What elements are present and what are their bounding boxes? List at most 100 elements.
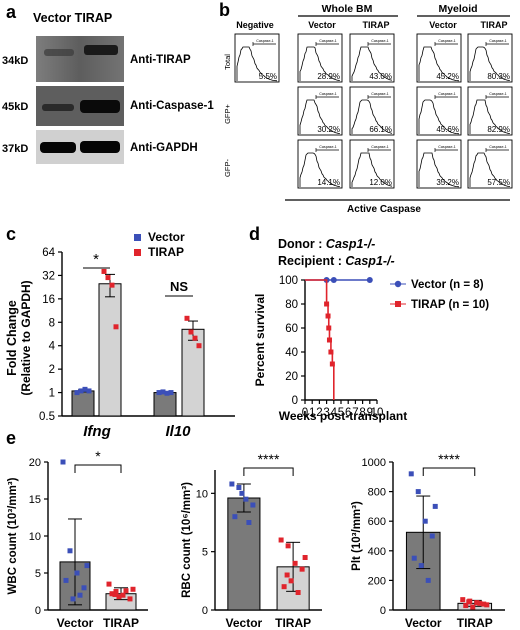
y-tick-label: 0 bbox=[380, 605, 386, 617]
y-tick-label: 20 bbox=[285, 371, 298, 383]
gate-label: Caspase-1 bbox=[319, 145, 336, 149]
gate-label: Caspase-1 bbox=[371, 92, 388, 96]
data-point bbox=[284, 572, 290, 578]
y-tick-label: 400 bbox=[368, 546, 386, 558]
x-tick-label: 8 bbox=[359, 407, 365, 419]
data-point bbox=[63, 577, 69, 583]
col-label: Vector bbox=[429, 20, 457, 30]
x-axis-label: Weeks post-transplant bbox=[279, 409, 407, 423]
gate-label: Caspase-1 bbox=[319, 39, 336, 43]
panel-a: a Vector TIRAP 34kD 45kD 37kD Anti-TIRAP… bbox=[2, 2, 214, 164]
antibody-label: Anti-GAPDH bbox=[130, 142, 198, 154]
gate-label: Caspase-1 bbox=[256, 39, 273, 43]
y-tick-label: 1 bbox=[49, 388, 55, 400]
data-point bbox=[470, 604, 476, 610]
gate-label: Caspase-1 bbox=[438, 39, 455, 43]
y-tick-label: 0.5 bbox=[39, 411, 55, 423]
x-tick-label: 6 bbox=[345, 407, 351, 419]
y-tick-label: 10 bbox=[29, 531, 41, 543]
gate-label: Caspase-1 bbox=[371, 39, 388, 43]
panel-e-letter: e bbox=[6, 428, 16, 448]
gate-label: Caspase-1 bbox=[371, 145, 388, 149]
category-label: TIRAP bbox=[457, 616, 493, 630]
antibody-label: Anti-TIRAP bbox=[130, 54, 191, 66]
percent-value: 80.3% bbox=[487, 72, 510, 81]
category-label: Vector bbox=[405, 616, 442, 630]
category-label: Il10 bbox=[165, 423, 191, 440]
data-point bbox=[86, 388, 92, 394]
data-point bbox=[422, 518, 428, 524]
histogram-curve bbox=[469, 152, 511, 187]
data-point bbox=[109, 591, 115, 597]
data-point bbox=[330, 277, 337, 283]
legend-label: TIRAP bbox=[148, 245, 184, 259]
mw-label: 37kD bbox=[2, 143, 28, 155]
chart-e3: 0 200 400 600 800 1000 Plt (10³/mm³) Vector TIRA… bbox=[351, 451, 505, 630]
data-point bbox=[188, 329, 194, 335]
data-point bbox=[236, 485, 242, 490]
y-tick-label: 80 bbox=[285, 299, 298, 311]
sig-bracket bbox=[74, 464, 122, 473]
data-point bbox=[408, 471, 414, 477]
y-tick-label: 4 bbox=[49, 341, 56, 353]
data-point bbox=[81, 585, 87, 591]
histogram-curve bbox=[299, 99, 341, 134]
data-point bbox=[463, 603, 469, 609]
data-point bbox=[130, 586, 136, 592]
band-tirap-tirap bbox=[84, 45, 118, 55]
group-label-myeloid: Myeloid bbox=[438, 3, 477, 15]
col-label: Vector bbox=[308, 20, 336, 30]
data-point bbox=[250, 502, 256, 508]
legend-swatch-tirap bbox=[134, 249, 141, 256]
percent-value: 14.1% bbox=[317, 178, 340, 187]
data-point bbox=[105, 275, 111, 281]
gate-label: Caspase-1 bbox=[489, 39, 506, 43]
legend: Vector (n = 8) TIRAP (n = 10) bbox=[390, 279, 489, 311]
y-tick-label: 20 bbox=[29, 457, 41, 469]
row-label: Total bbox=[223, 54, 232, 70]
data-point bbox=[232, 514, 238, 520]
x-tick-label: 2 bbox=[316, 407, 322, 419]
percent-value: 35.2% bbox=[436, 178, 459, 187]
data-point bbox=[481, 601, 487, 607]
y-axis-label: WBC count (10³/mm³) bbox=[7, 477, 19, 594]
col-label: Negative bbox=[236, 20, 274, 30]
y-tick-label: 40 bbox=[285, 347, 298, 359]
histogram-curve bbox=[236, 46, 278, 82]
mw-label: 45kD bbox=[2, 101, 28, 113]
data-point bbox=[243, 496, 249, 502]
data-point bbox=[366, 277, 373, 283]
chart-e1: 0 5 10 15 20 WBC count (10³/mm³) Vector TIRAP * bbox=[7, 448, 148, 630]
data-point bbox=[106, 581, 112, 587]
band-casp-tirap bbox=[80, 100, 120, 113]
panel-c: c Fold Change (Relative to GAPDH) 64 32 16… bbox=[5, 224, 235, 440]
histogram-box bbox=[416, 33, 462, 83]
y-tick-label: 600 bbox=[368, 516, 386, 528]
category-label: Ifng bbox=[83, 423, 111, 440]
histogram-curve bbox=[351, 99, 393, 134]
data-point bbox=[74, 390, 80, 396]
histogram-curve bbox=[469, 99, 511, 134]
y-tick-label: 0 bbox=[35, 605, 41, 617]
antibody-label: Anti-Caspase-1 bbox=[130, 100, 214, 112]
data-point bbox=[329, 361, 335, 367]
histogram-curve bbox=[418, 99, 460, 135]
data-point bbox=[425, 577, 431, 583]
sig-label: NS bbox=[170, 279, 188, 294]
y-tick-label: 0 bbox=[292, 395, 298, 407]
data-point bbox=[192, 335, 198, 341]
data-point bbox=[168, 390, 174, 396]
row-label: GFP+ bbox=[223, 103, 232, 123]
y-axis-label: Plt (10³/mm³) bbox=[351, 501, 363, 571]
data-point bbox=[67, 548, 73, 554]
panel-b-letter: b bbox=[219, 0, 230, 20]
category-label: Vector bbox=[57, 616, 94, 630]
y-tick-label: 0 bbox=[202, 605, 208, 617]
data-point bbox=[82, 386, 88, 392]
data-point bbox=[285, 543, 291, 549]
data-point bbox=[415, 489, 421, 495]
data-point bbox=[474, 600, 480, 606]
panel-e: e 0 5 10 15 20 WBC count (10³/mm³) Vector TIRAP… bbox=[6, 428, 505, 630]
histogram-curve bbox=[351, 152, 393, 187]
data-point bbox=[484, 602, 490, 608]
